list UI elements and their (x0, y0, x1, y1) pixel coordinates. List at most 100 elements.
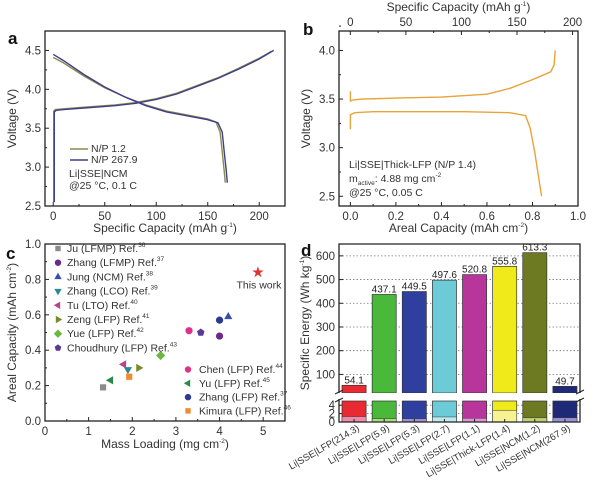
x-tick-label: 0.6 (479, 211, 495, 223)
series-line-discharge (349, 110, 543, 197)
y-tick-label: 4.0 (319, 45, 335, 57)
legend-label: N/P 267.9 (91, 154, 138, 166)
legend-marker (185, 408, 191, 414)
bar-value-label: 613.3 (522, 243, 547, 254)
y-tick-label: 4 (329, 400, 336, 412)
data-point (105, 376, 114, 385)
legend-label: Zhang (LFMP) Ref.37 (67, 256, 164, 269)
data-point (252, 266, 264, 278)
panel-a-voltage-profile: 0 50 100 150 200 2.5 3.0 3.5 4.0 4.5 Specific Capa… (5, 30, 286, 235)
panel-letter-a: a (8, 29, 18, 48)
legend-marker (184, 366, 192, 373)
y-axis-label: Specific Energy (Wh kg-1) (298, 256, 312, 391)
data-point (99, 384, 107, 391)
axis-break-mark (575, 389, 585, 395)
panel-b-voltage-profile: 0.0 0.2 0.4 0.6 0.8 1.0 0 50 100 150 200 2.5 3.0 3.5 4… (299, 0, 586, 235)
legend-marker (54, 272, 62, 280)
legend-label: Yu (LFP) Ref.45 (199, 377, 270, 390)
x-tick-label: 0 (50, 211, 56, 223)
axis-break-mark (575, 397, 585, 403)
data-point (224, 311, 233, 320)
y-tick-label: 600 (316, 251, 335, 263)
y-tick-label: 3.5 (25, 123, 41, 135)
legend-marker (183, 379, 191, 387)
legend-label: Zeng (LFP) Ref.41 (67, 313, 150, 326)
annotation-condition: @25 °C, 0.05 C (349, 187, 423, 199)
legend-label: Yue (LFP) Ref.42 (67, 327, 144, 340)
series-line-1 (53, 49, 275, 203)
legend-label: Tu (LTO) Ref.40 (67, 299, 138, 312)
y-tick-label: 500 (316, 275, 335, 287)
annotation: @25 °C, 0.1 C (69, 180, 137, 192)
bar-upper (462, 274, 487, 394)
axis-break-mark (334, 397, 344, 403)
legend-marker (53, 329, 63, 338)
bar-upper (401, 291, 427, 394)
panel-letter-c: c (6, 244, 15, 263)
x-tick-label: 0.4 (433, 211, 450, 223)
x-axis-label: Mass Loading (mg cm-2) (101, 437, 229, 451)
x-tick-label: 0.2 (388, 211, 404, 223)
series-line-charge (349, 50, 556, 103)
y-axis-label: Voltage (V) (299, 89, 313, 148)
bar-value-label: 49.7 (555, 376, 575, 387)
legend-marker (54, 344, 62, 351)
data-point (215, 332, 224, 340)
annotation-cell: Li|SSE|Thick-LFP (N/P 1.4) (349, 159, 476, 171)
x-tick-label: 150 (198, 211, 217, 223)
y-axis-label: Voltage (V) (5, 89, 19, 148)
x-tick-label: 2 (129, 426, 135, 438)
bar-value-label: 437.1 (372, 284, 397, 295)
x-tick-label: 4 (216, 426, 223, 438)
legend-marker (54, 288, 62, 296)
legend-label: N/P 1.2 (91, 143, 126, 155)
legend-marker (54, 259, 62, 266)
bar-upper (371, 294, 397, 394)
bar-upper (341, 384, 367, 394)
x2-tick-label: 50 (399, 17, 412, 29)
panel-a-frame (44, 30, 286, 207)
annotation-mass: mactive: 4.88 mg cm-2 (349, 172, 442, 187)
panel-d-frame-lower (338, 399, 581, 423)
bar-value-label: 497.6 (432, 270, 457, 281)
y-tick-label: 100 (316, 369, 335, 381)
legend-marker-shade (184, 397, 192, 401)
y-tick-label: 4.0 (25, 84, 41, 96)
x-axis-label: Areal Capacity (mAh cm-2) (389, 221, 528, 235)
y-tick-label: 1.0 (25, 239, 41, 251)
y-axis-label: Areal Capacity (mAh cm-2) (5, 263, 19, 402)
panel-d-frame-upper (338, 243, 581, 393)
axis-break-mark (334, 389, 344, 395)
data-point-shade (215, 320, 224, 324)
legend-marker (55, 245, 61, 252)
x2-tick-label: 0 (347, 17, 353, 29)
y-tick-label: 0.2 (25, 381, 41, 393)
bar-value-label: 520.8 (462, 265, 487, 276)
x-axis-label: Specific Capacity (mAh g-1) (93, 221, 237, 235)
x2-axis-label: Specific Capacity (mAh g-1) (387, 0, 531, 14)
data-point (118, 360, 127, 369)
panel-letter-d: d (301, 241, 311, 260)
x-tick-label: 3 (173, 426, 179, 438)
y-tick-label: 0.6 (25, 310, 41, 322)
legend-label: Ju (LFMP) Ref.36 (67, 242, 146, 255)
y-tick-label: 2 (329, 409, 335, 421)
bar-value-label: 449.5 (402, 282, 427, 293)
x-tick-label: 1 (85, 426, 91, 438)
bar-upper (492, 265, 518, 394)
y-tick-label: 0.4 (25, 345, 42, 357)
data-point (136, 363, 144, 372)
axis-break-band (333, 393, 586, 399)
panel-letter-b: b (303, 20, 313, 39)
y-tick-label: 2.5 (25, 201, 41, 213)
y-tick-label: 4.5 (25, 45, 41, 57)
legend-label: Chen (LFP) Ref.44 (199, 363, 283, 376)
y-tick-label: 0.0 (25, 416, 41, 428)
y-tick-label: 3.0 (25, 162, 41, 174)
data-point (126, 373, 133, 380)
x2-tick-label: 150 (507, 17, 526, 29)
data-point (156, 350, 166, 361)
data-point (197, 328, 205, 336)
panel-b-frame (338, 30, 579, 207)
